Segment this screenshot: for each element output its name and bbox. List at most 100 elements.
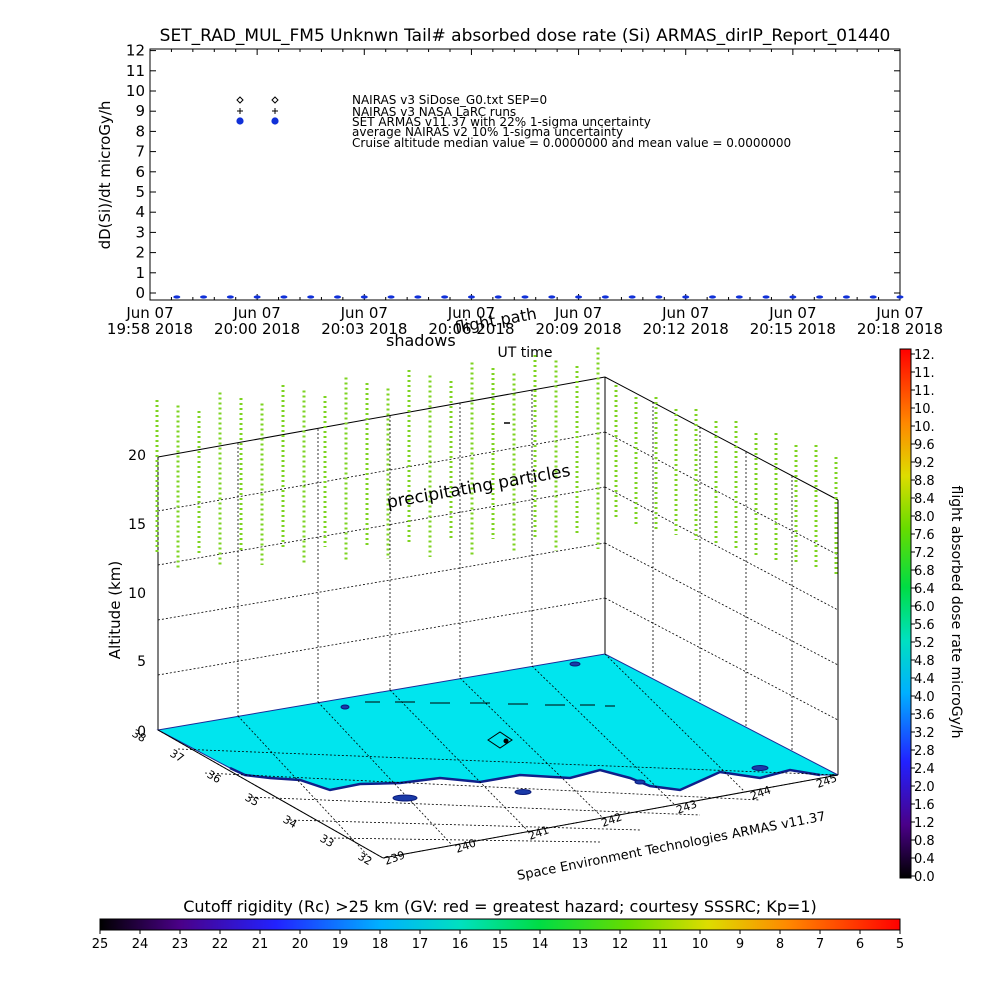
- longitude-tick-label: 243: [675, 797, 699, 816]
- dose-tick-label: 0.8: [914, 834, 935, 849]
- y-tick-label: 5: [135, 183, 145, 201]
- legend-dot-marker: [236, 117, 244, 125]
- dose-colorbar-label: flight absorbed dose rate microGy/h: [948, 486, 964, 739]
- y-tick-label: 1: [135, 264, 145, 282]
- dose-tick-label: 3.2: [914, 726, 935, 741]
- latitude-tick-label: 38: [130, 727, 149, 745]
- base-edge: [157, 729, 384, 859]
- data-point: [601, 295, 609, 299]
- rigidity-colorbar: Cutoff rigidity (Rc) >25 km (GV: red = g…: [92, 897, 904, 952]
- altitude-tick-label: 20: [128, 448, 146, 464]
- x-tick-label-time: 20:09 2018: [535, 320, 621, 338]
- x-tick-label-date: Jun 07: [232, 304, 280, 322]
- y-tick-label: 10: [126, 82, 145, 100]
- data-point: [494, 295, 502, 299]
- y-tick-label: 2: [135, 244, 145, 262]
- data-point: [709, 295, 716, 299]
- rigidity-tick-label: 23: [172, 937, 189, 952]
- flight-shadow-track: [365, 701, 615, 749]
- y-tick-label: 7: [135, 143, 145, 161]
- x-tick-label-date: Jun 07: [875, 304, 923, 322]
- dose-tick-label: 11.: [914, 384, 935, 399]
- legend-dot-marker: [271, 117, 279, 125]
- legend-entry: Cruise altitude median value = 0.0000000…: [352, 136, 791, 150]
- legend-entry: average NAIRAS v2 10% 1-sigma uncertaint…: [352, 125, 623, 139]
- data-point: [816, 295, 824, 299]
- rigidity-tick-label: 15: [492, 937, 509, 952]
- data-point: [682, 295, 690, 299]
- x-tick-label-date: Jun 07: [768, 304, 816, 322]
- precipitating-particles-label: precipitating particles: [385, 461, 572, 513]
- rigidity-tick-label: 25: [92, 937, 109, 952]
- rigidity-tick-label: 5: [896, 937, 904, 952]
- rigidity-tick-label: 7: [816, 937, 824, 952]
- coastline: [229, 766, 821, 792]
- x-tick-label-time: 20:18 2018: [857, 320, 943, 338]
- flight-3d-chart: 0 5 10 15 20 Altitude (km) 38 37 36 35 3…: [106, 304, 839, 884]
- dose-tick-label: 11.: [914, 366, 935, 381]
- dose-colorbar: 12. 11. 11. 10. 10. 9.6 9.2 8.8 8.4 8.0 7.6 7.2 6.8 6…: [899, 348, 964, 885]
- dose-tick-label: 5.6: [914, 618, 935, 633]
- legend-diamond-marker: [236, 96, 244, 104]
- x-axis-label: UT time: [498, 345, 553, 361]
- data-point: [414, 295, 422, 299]
- data-point: [334, 295, 341, 299]
- legend-symbols: [236, 96, 279, 125]
- data-point: [842, 295, 850, 299]
- rigidity-tick-label: 17: [412, 937, 429, 952]
- data-point: [896, 295, 904, 299]
- rigidity-colorbar-label: Cutoff rigidity (Rc) >25 km (GV: red = g…: [183, 897, 817, 916]
- latitude-ticks: 38 37 36 35 34 33 32: [130, 727, 375, 868]
- data-point: [307, 295, 315, 299]
- x-tick-label-time: 20:00 2018: [214, 320, 300, 338]
- data-point: [575, 295, 583, 299]
- data-point: [280, 295, 288, 299]
- rigidity-tick-label: 20: [292, 937, 309, 952]
- x-tick-label-date: Jun 07: [340, 304, 388, 322]
- y-tick-label: 4: [135, 203, 145, 221]
- dose-tick-label: 2.8: [914, 744, 935, 759]
- data-point: [467, 295, 475, 299]
- rigidity-tick-label: 8: [776, 937, 784, 952]
- dose-tick-label: 6.0: [914, 600, 935, 615]
- legend: NAIRAS v3 SiDose_G0.txt SEP=0 NAIRAS v3 …: [236, 93, 791, 150]
- dose-tick-label: 10.: [914, 402, 935, 417]
- longitude-tick-label: 241: [527, 823, 551, 842]
- dose-tick-label: 4.4: [914, 672, 935, 687]
- rigidity-colorbar-gradient: [99, 918, 901, 931]
- rigidity-tick-label: 12: [612, 937, 629, 952]
- dose-tick-label: 0.0: [914, 870, 935, 885]
- data-point: [628, 295, 636, 299]
- altitude-axis-label: Altitude (km): [106, 561, 124, 659]
- rigidity-colorbar-ticks: 25 24 23 22 21 20 19 18 17 16 15 14 13 12 11 10 9 8 7 6 5: [92, 930, 904, 952]
- dose-tick-label: 8.4: [914, 492, 935, 507]
- x-tick-label-date: Jun 07: [554, 304, 602, 322]
- dose-tick-label: 4.0: [914, 690, 935, 705]
- rigidity-tick-label: 13: [572, 937, 589, 952]
- y-axis-label: dD(Si)/dt microGy/h: [96, 101, 114, 250]
- cutoff-rigidity-surface: [156, 653, 839, 791]
- dose-tick-label: 5.2: [914, 636, 935, 651]
- x-tick-label-time: 20:06 2018: [428, 320, 514, 338]
- dose-tick-label: 9.2: [914, 456, 935, 471]
- altitude-tick-label: 0: [137, 724, 146, 740]
- rigidity-tick-label: 16: [452, 937, 469, 952]
- latitude-tick-label: 35: [243, 791, 262, 809]
- rigidity-tick-label: 6: [856, 937, 864, 952]
- y-tick-label: 3: [135, 223, 145, 241]
- data-point: [869, 295, 877, 299]
- latitude-tick-label: 33: [318, 832, 337, 850]
- longitude-tick-label: 244: [749, 783, 773, 802]
- dose-tick-label: 10.: [914, 420, 935, 435]
- rigidity-tick-label: 21: [252, 937, 269, 952]
- x-tick-label-date: Jun 07: [447, 304, 495, 322]
- data-point: [226, 295, 234, 299]
- rigidity-tick-label: 10: [692, 937, 709, 952]
- x-tick-label-time: 20:12 2018: [643, 320, 729, 338]
- longitude-tick-label: 239: [383, 848, 407, 867]
- data-point: [521, 295, 529, 299]
- x-tick-label-date: Jun 07: [125, 304, 173, 322]
